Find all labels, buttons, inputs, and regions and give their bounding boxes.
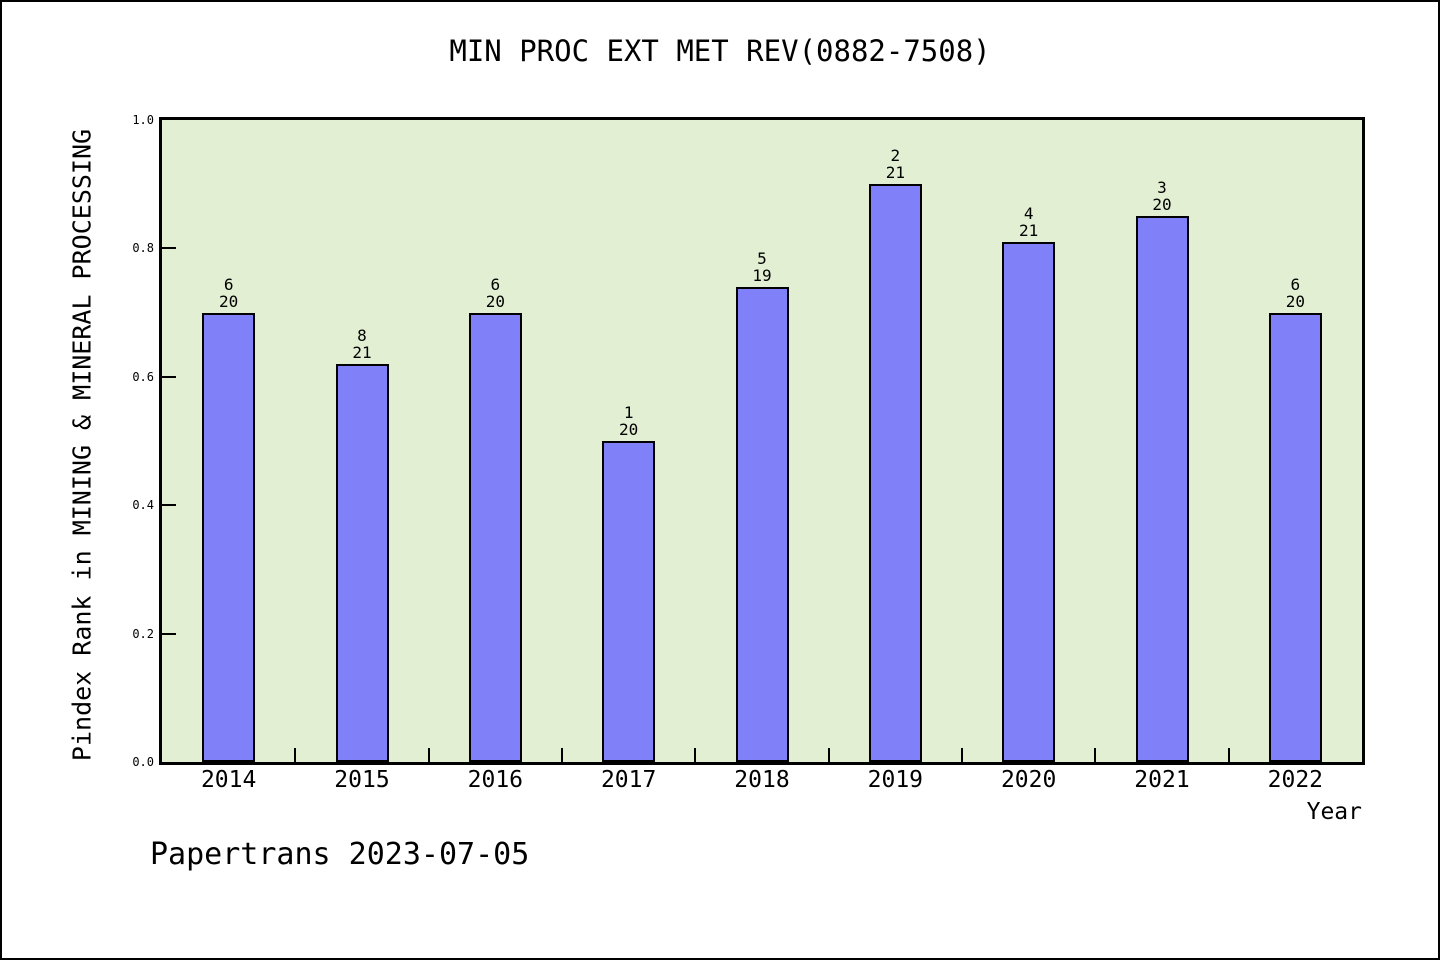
bar-total-value: 21 — [885, 163, 905, 182]
bar-rank-value: 6 — [223, 275, 234, 294]
bar-rank-value: 5 — [757, 249, 767, 268]
bar-rank-value: 6 — [490, 275, 501, 294]
x-axis-tick — [294, 748, 297, 762]
x-tick-label-2015: 2015 — [334, 767, 390, 793]
bar-rank-value: 2 — [890, 146, 901, 165]
x-tick-label-2014: 2014 — [200, 767, 257, 793]
bar-2021 — [1135, 216, 1189, 762]
bar-value-label: 6 20 — [184, 276, 274, 310]
bar-2017 — [602, 441, 656, 762]
x-axis-tick — [1227, 748, 1230, 762]
x-tick-label-2017: 2017 — [600, 767, 657, 793]
x-tick-label-2021: 2021 — [1134, 767, 1190, 793]
bar-value-label: 4 21 — [984, 205, 1074, 239]
y-tick-label: 0.8 — [132, 241, 154, 256]
bar-total-value: 21 — [352, 343, 372, 362]
bar-value-label: 6 20 — [1250, 276, 1340, 310]
x-tick-label-2018: 2018 — [734, 767, 790, 793]
x-tick-label-2019: 2019 — [867, 767, 924, 793]
bar-value-label: 8 21 — [317, 327, 407, 361]
x-axis-label: Year — [1306, 799, 1362, 825]
bar-2022 — [1268, 313, 1322, 762]
y-tick-label: 1.0 — [132, 113, 154, 127]
bar-total-value: 20 — [619, 420, 639, 439]
y-axis-tick — [162, 632, 176, 635]
x-axis-tick — [694, 748, 697, 762]
bar-value-label: 6 20 — [450, 276, 540, 310]
bar-value-label: 5 19 — [717, 250, 807, 284]
y-axis-label: Pindex Rank in MINING & MINERAL PROCESSI… — [67, 128, 97, 762]
x-axis-tick — [1094, 748, 1097, 762]
bar-2019 — [868, 184, 922, 762]
x-tick-label-2016: 2016 — [467, 767, 524, 793]
x-axis-tick — [427, 748, 430, 762]
y-axis-tick — [162, 247, 176, 250]
bar-total-value: 20 — [1285, 292, 1305, 311]
bar-rank-value: 8 — [357, 326, 367, 345]
chart-title: MIN PROC EXT MET REV(0882-7508) — [449, 34, 991, 68]
y-tick-label: 0.4 — [132, 498, 154, 513]
y-axis-tick — [162, 504, 176, 507]
bar-value-label: 3 20 — [1117, 179, 1207, 213]
bar-total-value: 19 — [752, 266, 772, 285]
bar-2015 — [335, 364, 389, 762]
x-tick-label-2020: 2020 — [1000, 767, 1057, 793]
x-tick-label-2022: 2022 — [1267, 767, 1324, 793]
x-axis-tick — [827, 748, 830, 762]
bar-total-value: 20 — [219, 292, 239, 311]
bar-total-value: 20 — [485, 292, 505, 311]
x-axis-tick — [561, 748, 563, 762]
bar-rank-value: 6 — [1290, 275, 1301, 294]
bar-2014 — [202, 313, 256, 762]
x-axis-tick — [961, 748, 963, 762]
plot-area: 6 20 2014 8 21 2015 6 20 2016 1 20 2017 5 19 2018 2 21 20… — [162, 120, 1362, 793]
y-tick-label: 0.0 — [132, 755, 154, 769]
bar-rank-value: 3 — [1157, 178, 1167, 197]
bar-total-value: 20 — [1152, 195, 1172, 214]
bar-2020 — [1002, 242, 1056, 762]
bar-rank-value: 1 — [623, 403, 634, 422]
y-tick-label: 0.2 — [132, 626, 154, 641]
y-tick-label: 0.6 — [132, 369, 154, 384]
bar-2016 — [468, 313, 522, 762]
bar-value-label: 2 21 — [850, 147, 940, 181]
watermark-text: Papertrans 2023-07-05 — [150, 837, 530, 872]
y-axis-tick — [162, 375, 176, 378]
bar-rank-value: 4 — [1023, 204, 1034, 223]
bar-total-value: 21 — [1019, 221, 1039, 240]
bar-2018 — [735, 287, 789, 762]
bar-value-label: 1 20 — [584, 404, 674, 438]
